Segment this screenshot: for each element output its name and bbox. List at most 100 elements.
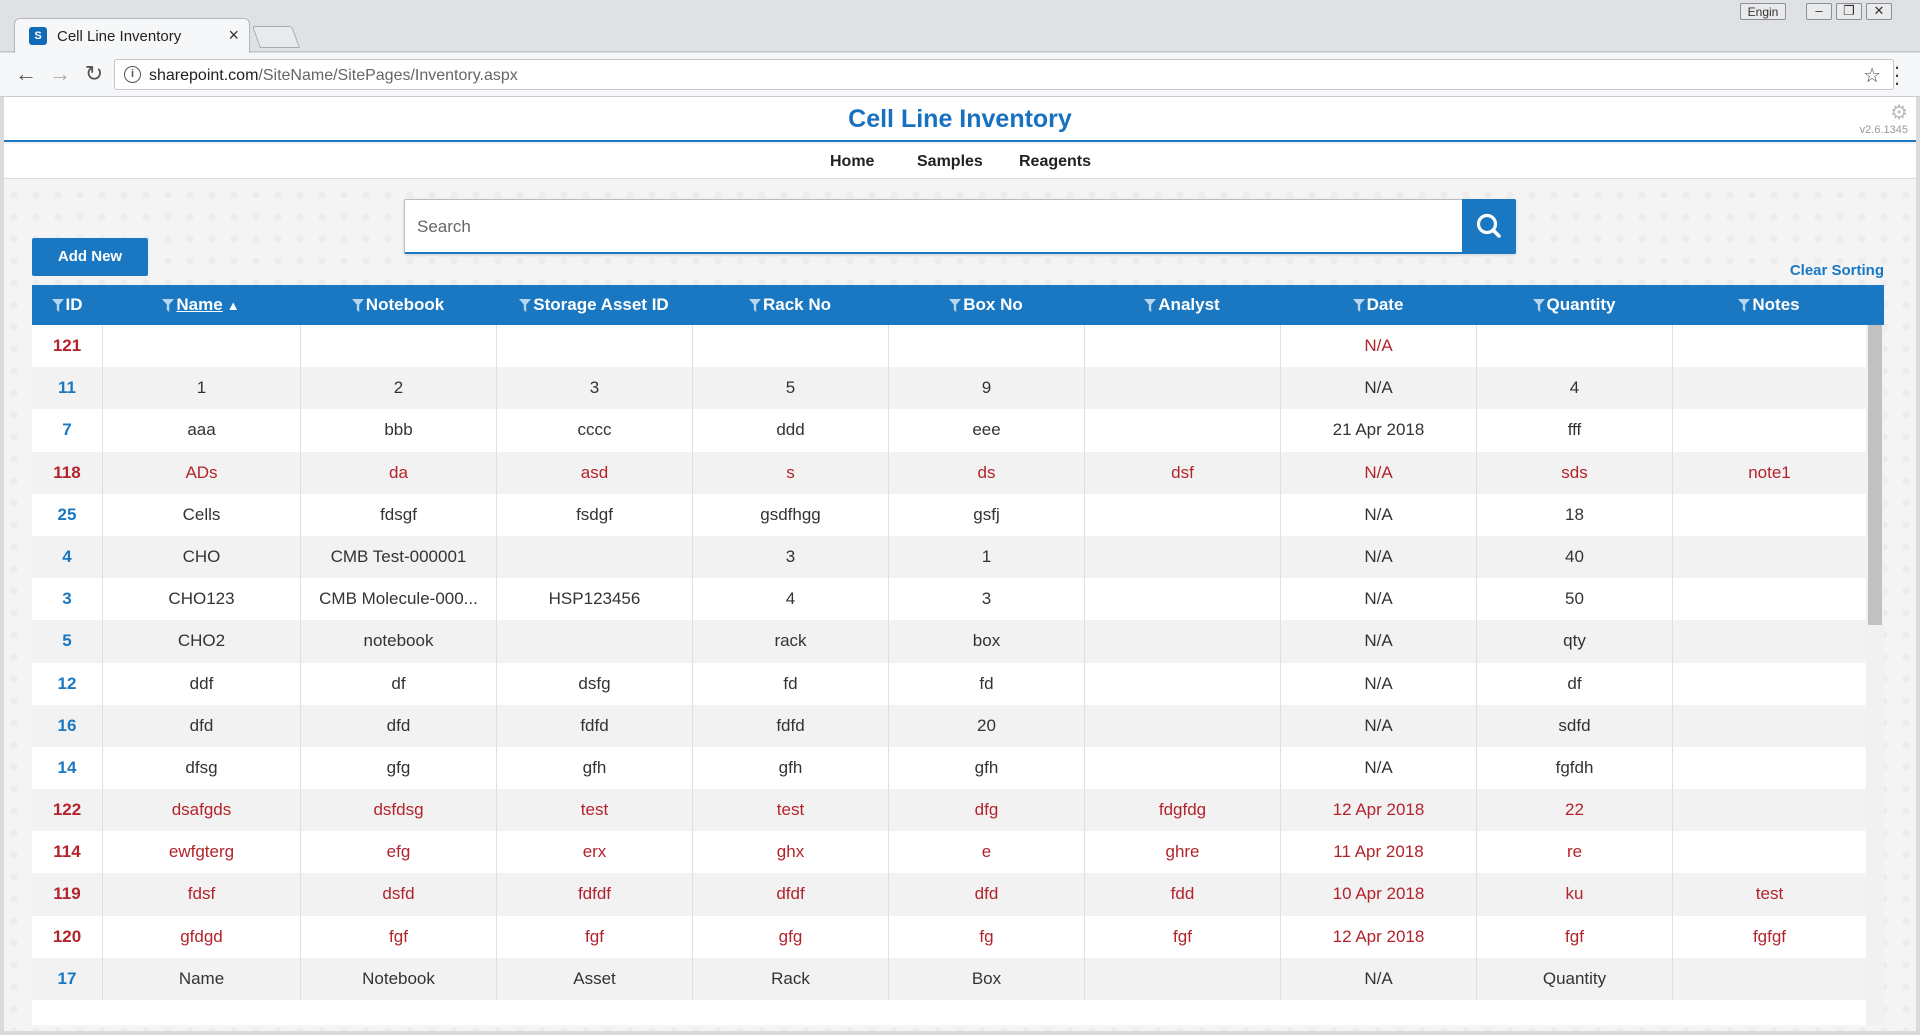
- cell-id[interactable]: 121: [52, 336, 82, 355]
- browser-tab[interactable]: S Cell Line Inventory ×: [14, 18, 250, 53]
- new-tab-button[interactable]: [251, 26, 301, 48]
- filter-icon[interactable]: [162, 299, 175, 313]
- table-row[interactable]: 3 CHO123 CMB Molecule-000... HSP123456 4 3 N/A…: [32, 578, 1866, 621]
- filter-icon[interactable]: [519, 299, 532, 313]
- column-header-rack-no[interactable]: Rack No: [692, 285, 888, 325]
- cell-id[interactable]: 120: [52, 926, 82, 946]
- search-box: [404, 199, 1516, 254]
- filter-icon[interactable]: [1532, 299, 1545, 313]
- filter-icon[interactable]: [949, 299, 962, 313]
- cell-date: N/A: [1280, 704, 1476, 747]
- cell-id[interactable]: 4: [62, 546, 72, 566]
- column-header-box-no[interactable]: Box No: [888, 285, 1084, 325]
- cell-notes: [1672, 789, 1866, 832]
- filter-icon[interactable]: [748, 299, 761, 313]
- table-row[interactable]: 4 CHO CMB Test-000001 3 1 N/A 40: [32, 535, 1866, 579]
- column-header-analyst[interactable]: Analyst: [1084, 285, 1280, 325]
- cell-id[interactable]: 119: [53, 884, 81, 904]
- table-row[interactable]: 114 ewfgterg efg erx ghx e ghre 11 Apr 2018 re: [32, 831, 1866, 874]
- search-button[interactable]: [1462, 199, 1516, 254]
- cell-notebook: gfg: [300, 746, 496, 790]
- cell-id[interactable]: 114: [53, 842, 81, 862]
- cell-storage-asset-id: HSP123456: [496, 578, 692, 621]
- clear-sorting-link[interactable]: Clear Sorting: [1789, 262, 1884, 279]
- table-row[interactable]: 25 Cells fdsgf fsdgf gsdfhgg gsfj N/A 18: [32, 493, 1866, 536]
- table-row[interactable]: 118 ADs da asd s ds dsf N/A sds note1: [32, 451, 1866, 494]
- table-row[interactable]: 16 dfd dfd fdfd fdfd 20 N/A sdfd: [32, 704, 1866, 747]
- cell-name: fdsf: [102, 873, 300, 916]
- column-header-quantity[interactable]: Quantity: [1476, 285, 1672, 325]
- cell-storage-asset-id: Asset: [496, 957, 692, 1000]
- cell-id[interactable]: 25: [57, 504, 77, 524]
- table-row[interactable]: 7 aaa bbb cccc ddd eee 21 Apr 2018 fff: [32, 409, 1866, 452]
- cell-id[interactable]: 12: [57, 673, 77, 693]
- column-header-storage-asset-id[interactable]: Storage Asset ID: [496, 285, 692, 325]
- back-icon[interactable]: ←: [15, 61, 37, 86]
- cell-id[interactable]: 5: [62, 631, 72, 651]
- nav-samples[interactable]: Samples: [917, 153, 983, 170]
- nav-home[interactable]: Home: [830, 153, 875, 170]
- cell-date: N/A: [1280, 535, 1476, 579]
- cell-id[interactable]: 7: [62, 420, 72, 440]
- minimize-icon[interactable]: –: [1806, 3, 1832, 20]
- table-row[interactable]: 17 Name Notebook Asset Rack Box N/A Quantity: [32, 957, 1866, 1000]
- cell-date: N/A: [1280, 451, 1476, 494]
- address-bar[interactable]: i sharepoint.com/SiteName/SitePages/Inve…: [114, 59, 1894, 90]
- nav-reagents[interactable]: Reagents: [1019, 153, 1092, 170]
- vertical-scrollbar[interactable]: [1866, 325, 1884, 1025]
- close-window-icon[interactable]: ✕: [1866, 3, 1892, 20]
- cell-id[interactable]: 14: [57, 757, 77, 777]
- info-icon[interactable]: i: [124, 66, 141, 83]
- forward-icon[interactable]: →: [49, 61, 71, 86]
- search-input[interactable]: [405, 200, 1461, 253]
- cell-id[interactable]: 122: [52, 800, 82, 820]
- inventory-table: ID Name ▲ Notebook Storage Asset ID Rack No Bo…: [32, 285, 1884, 1025]
- profile-badge[interactable]: Engin: [1740, 3, 1786, 20]
- cell-rack-no: gfh: [692, 746, 888, 790]
- cell-analyst: [1084, 409, 1280, 452]
- add-new-button[interactable]: Add New: [32, 238, 148, 276]
- cell-id[interactable]: 16: [57, 715, 77, 735]
- table-row[interactable]: 120 gfdgd fgf fgf gfg fg fgf 12 Apr 2018 fgf fgfg…: [32, 915, 1866, 958]
- scrollbar-thumb[interactable]: [1868, 325, 1882, 625]
- filter-icon[interactable]: [1738, 299, 1751, 313]
- filter-icon[interactable]: [1144, 299, 1157, 313]
- gear-icon[interactable]: ⚙: [1890, 102, 1908, 124]
- filter-icon[interactable]: [1352, 299, 1365, 313]
- cell-name: CHO2: [102, 620, 300, 663]
- table-row[interactable]: 14 dfsg gfg gfh gfh gfh N/A fgfdh: [32, 746, 1866, 790]
- cell-quantity: df: [1476, 662, 1672, 705]
- cell-box-no: 1: [888, 535, 1084, 579]
- column-header-id[interactable]: ID: [32, 285, 102, 325]
- cell-analyst: [1084, 493, 1280, 536]
- filter-icon[interactable]: [51, 299, 64, 313]
- cell-rack-no: gfg: [692, 915, 888, 958]
- column-header-notebook[interactable]: Notebook: [300, 285, 496, 325]
- star-icon[interactable]: ☆: [1863, 65, 1881, 87]
- table-row[interactable]: 5 CHO2 notebook rack box N/A qty: [32, 620, 1866, 663]
- table-row[interactable]: 12 ddf df dsfg fd fd N/A df: [32, 662, 1866, 705]
- column-header-name[interactable]: Name ▲: [102, 285, 300, 325]
- filter-icon[interactable]: [351, 299, 364, 313]
- table-row[interactable]: 121 N/A: [32, 325, 1866, 368]
- table-row[interactable]: 11 1 2 3 5 9 N/A 4: [32, 367, 1866, 410]
- table-row[interactable]: 119 fdsf dsfd fdfdf dfdf dfd fdd 10 Apr 2018 ku t…: [32, 873, 1866, 916]
- url-text[interactable]: sharepoint.com/SiteName/SitePages/Invent…: [149, 67, 518, 85]
- cell-notes: [1672, 409, 1866, 452]
- table-row[interactable]: 122 dsafgds dsfdsg test test dfg fdgfdg 12 Apr …: [32, 789, 1866, 832]
- cell-id[interactable]: 3: [62, 589, 72, 609]
- cell-rack-no: [692, 325, 888, 368]
- cell-id[interactable]: 17: [57, 968, 77, 988]
- tab-close-icon[interactable]: ×: [228, 25, 239, 45]
- reload-icon[interactable]: ↻: [84, 61, 104, 86]
- cell-notebook: Notebook: [300, 957, 496, 1000]
- cell-date: 11 Apr 2018: [1280, 831, 1476, 874]
- column-header-date[interactable]: Date: [1280, 285, 1476, 325]
- column-header-notes[interactable]: Notes: [1672, 285, 1866, 325]
- restore-icon[interactable]: ❐: [1836, 3, 1862, 20]
- menu-icon[interactable]: · · ·: [1893, 54, 1901, 95]
- cell-id[interactable]: 118: [53, 462, 81, 482]
- column-header-label: ID: [65, 295, 83, 314]
- cell-analyst: [1084, 957, 1280, 1000]
- cell-id[interactable]: 11: [58, 378, 76, 398]
